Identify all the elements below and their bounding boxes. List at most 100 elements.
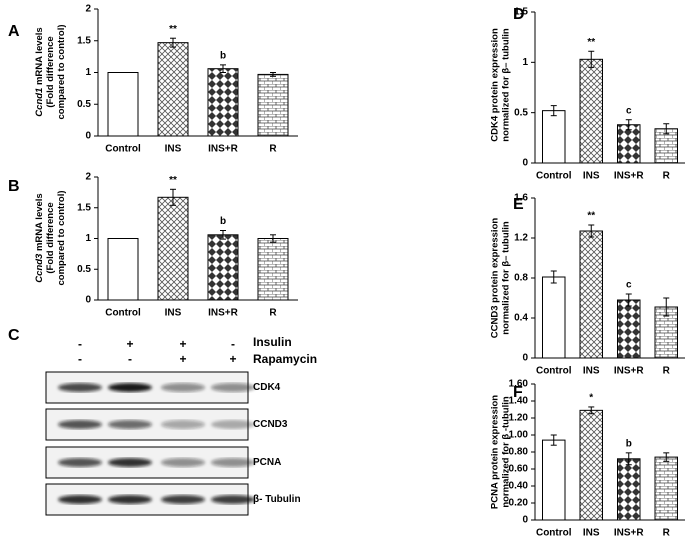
treatment-sign: -: [231, 337, 235, 351]
treatment-sign: +: [179, 337, 186, 351]
y-axis-label-line: compared to control): [56, 24, 67, 119]
x-tick-label: R: [269, 308, 277, 319]
bar: [579, 409, 603, 521]
y-axis-label-line: Ccnd3 mRNA levels: [34, 193, 45, 282]
band-label: CDK4: [253, 382, 281, 393]
significance-label: **: [169, 24, 177, 35]
significance-label: b: [626, 438, 632, 449]
significance-label: *: [589, 393, 593, 404]
x-tick-label: INS+R: [614, 171, 645, 182]
y-tick-label: 1.40: [509, 396, 529, 407]
y-axis-label: Ccnd1 mRNA levels(Fold differencecompare…: [34, 24, 67, 119]
chart: B Ccnd3 mRNA levels(Fold differencecompar…: [8, 172, 298, 319]
x-tick-label: Control: [536, 528, 572, 539]
chart: A Ccnd1 mRNA levels(Fold differencecompar…: [8, 4, 298, 155]
bar: [542, 110, 566, 164]
y-tick-label: 0: [85, 131, 91, 142]
blot-band: [58, 383, 102, 392]
blot-band: [161, 495, 205, 504]
band-label: PCNA: [253, 457, 281, 468]
significance-label: c: [626, 105, 632, 116]
significance-label: b: [220, 51, 226, 62]
x-tick-label: INS: [165, 144, 182, 155]
bar: [542, 276, 566, 359]
y-tick-label: 0.5: [514, 107, 528, 118]
treatment-sign: -: [128, 352, 132, 366]
bar: [157, 196, 189, 301]
y-tick-label: 2: [85, 4, 91, 15]
treatment-label: Insulin: [253, 335, 292, 349]
y-tick-label: 0.5: [77, 264, 91, 275]
blot-band: [211, 420, 255, 429]
x-tick-label: INS+R: [614, 366, 645, 377]
blot-band: [108, 458, 152, 467]
y-tick-label: 0.4: [514, 313, 528, 324]
y-tick-label: 0.8: [514, 273, 528, 284]
bar: [257, 238, 289, 301]
y-tick-label: 0.80: [509, 447, 529, 458]
panel-letter: A: [8, 23, 20, 40]
y-axis-label-text: mRNA levels: [34, 193, 45, 253]
y-tick-label: 1.5: [77, 35, 91, 46]
significance-label: c: [626, 280, 632, 291]
bar: [207, 234, 239, 301]
x-tick-label: INS: [165, 308, 182, 319]
y-axis-label-line: Ccnd1 mRNA levels: [34, 27, 45, 116]
y-axis-label: CCND3 protein expressionnormalized for β…: [489, 218, 511, 339]
bar: [207, 68, 239, 137]
y-tick-label: 0.20: [509, 498, 529, 509]
y-axis-label: CDK4 protein expressionnormalized for β–…: [489, 28, 511, 142]
blot-band: [108, 420, 152, 429]
y-tick-label: 2: [85, 172, 91, 183]
bar: [107, 238, 139, 301]
bar: [579, 230, 603, 359]
x-tick-label: INS: [583, 366, 600, 377]
western-blot: C Insulin Rapamycin - + + -- - + +CDK4CCND3PCN…: [8, 327, 317, 516]
y-tick-label: 1: [85, 233, 91, 244]
x-tick-label: R: [663, 528, 671, 539]
significance-label: **: [169, 175, 177, 186]
y-axis-label-line: normalized for β– tubulin: [500, 221, 511, 335]
bar: [654, 456, 678, 521]
y-axis-label-line: PCNA protein expression: [489, 395, 500, 509]
x-tick-label: INS+R: [208, 144, 239, 155]
y-tick-label: 0.60: [509, 464, 529, 475]
treatment-sign: +: [229, 352, 236, 366]
band-label: CCND3: [253, 419, 288, 430]
bar: [107, 72, 139, 137]
y-axis-label-line: (Fold difference: [45, 36, 56, 107]
y-axis-label-line: (Fold difference: [45, 202, 56, 273]
treatment-sign: -: [78, 352, 82, 366]
y-axis-label: Ccnd3 mRNA levels(Fold differencecompare…: [34, 190, 67, 285]
y-axis-label-text: mRNA levels: [34, 27, 45, 87]
panel-letter: D: [513, 6, 525, 23]
x-tick-label: Control: [105, 144, 141, 155]
blot-band: [211, 383, 255, 392]
y-axis-label-line: normalized for β -tubulin: [500, 396, 511, 508]
treatment-label: Rapamycin: [253, 352, 317, 366]
blot-band: [58, 495, 102, 504]
panel-letter: B: [8, 178, 20, 195]
panel-letter: E: [513, 196, 524, 213]
y-tick-label: 0: [522, 515, 528, 526]
bar: [542, 439, 566, 521]
panel-letter: C: [8, 327, 20, 344]
y-tick-label: 0: [522, 353, 528, 364]
y-tick-label: 0.40: [509, 481, 529, 492]
y-tick-label: 1.5: [514, 7, 528, 18]
treatment-sign: -: [78, 337, 82, 351]
x-tick-label: INS+R: [208, 308, 239, 319]
y-tick-label: 1.00: [509, 430, 529, 441]
x-tick-label: INS: [583, 171, 600, 182]
y-tick-label: 1.6: [514, 193, 528, 204]
y-tick-label: 1.5: [77, 202, 91, 213]
bar: [257, 73, 289, 137]
y-tick-label: 1: [522, 57, 528, 68]
y-axis-label-line: CCND3 protein expression: [489, 218, 500, 339]
significance-label: b: [220, 216, 226, 227]
y-tick-label: 0: [522, 158, 528, 169]
bar: [617, 124, 641, 164]
